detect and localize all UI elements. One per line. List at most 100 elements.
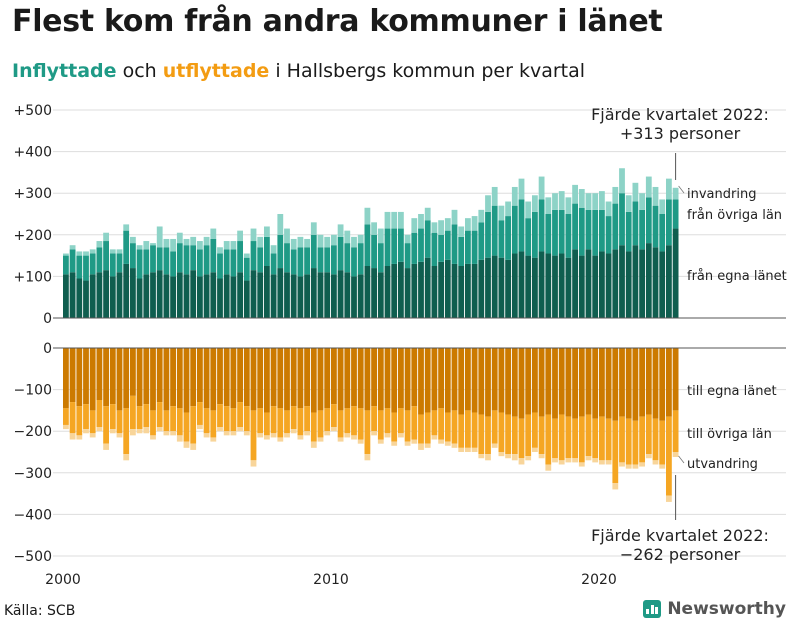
bar-in-immig xyxy=(170,238,176,252)
bar-in-other xyxy=(625,211,632,252)
bar-in-other xyxy=(377,243,384,273)
bar-out-emig xyxy=(170,431,176,436)
bar-out-own xyxy=(471,348,478,413)
bar-in-immig xyxy=(163,238,170,248)
bar-out-own xyxy=(585,348,592,415)
bar-in-own xyxy=(123,263,130,318)
bar-out-own xyxy=(116,348,123,411)
bar-out-other xyxy=(625,418,632,465)
bar-in-immig xyxy=(585,193,592,210)
bar-out-own xyxy=(384,348,391,409)
bar-out-emig xyxy=(532,447,538,452)
bar-in-immig xyxy=(532,195,538,212)
bar-out-other xyxy=(565,416,572,459)
bar-in-own xyxy=(203,274,210,318)
bar-in-other xyxy=(364,224,371,266)
bar-out-other xyxy=(136,406,143,430)
bar-in-own xyxy=(89,274,96,318)
annotation-bottom-line2: −262 personer xyxy=(620,545,741,564)
bar-in-immig xyxy=(357,234,364,244)
bar-out-own xyxy=(337,348,344,411)
bar-out-emig xyxy=(210,437,217,442)
y-tick-label-top: +100 xyxy=(14,269,52,285)
bar-out-emig xyxy=(297,435,304,440)
bar-out-emig xyxy=(230,431,237,436)
bar-in-other xyxy=(585,209,592,250)
bar-in-own xyxy=(532,257,538,318)
bar-out-emig xyxy=(284,433,290,438)
bar-out-other xyxy=(337,410,344,438)
bar-in-immig xyxy=(197,241,203,250)
bar-in-other xyxy=(130,243,136,269)
bar-out-other xyxy=(652,418,659,461)
bar-out-own xyxy=(632,348,639,421)
bar-in-other xyxy=(558,209,565,254)
bar-out-other xyxy=(511,416,518,455)
subtitle-rest: i Hallsbergs kommun per kvartal xyxy=(269,60,586,82)
bar-out-emig xyxy=(270,433,277,438)
bar-in-own xyxy=(498,257,505,318)
bar-in-other xyxy=(203,245,210,275)
bar-out-other xyxy=(351,406,357,436)
bar-out-own xyxy=(625,348,632,419)
bar-in-immig xyxy=(552,193,558,210)
bar-in-immig xyxy=(558,191,565,210)
bar-in-immig xyxy=(123,224,130,231)
bar-out-emig xyxy=(672,452,679,457)
bar-in-own xyxy=(585,249,592,318)
bar-out-own xyxy=(176,348,183,409)
bar-out-own xyxy=(458,348,465,415)
bar-out-own xyxy=(652,348,659,419)
bar-in-immig xyxy=(458,226,465,237)
bar-in-immig xyxy=(270,245,277,254)
bar-in-own xyxy=(639,249,645,318)
bar-out-own xyxy=(431,348,438,411)
bar-in-own xyxy=(652,247,659,318)
bar-out-emig xyxy=(89,433,96,438)
bar-out-own xyxy=(150,348,156,411)
bar-out-own xyxy=(351,348,357,407)
bar-in-other xyxy=(337,236,344,271)
y-tick-label-bottom: 0 xyxy=(43,341,52,357)
bar-in-immig xyxy=(317,234,324,248)
bar-in-own xyxy=(277,268,284,318)
bar-out-emig xyxy=(304,431,310,436)
bar-in-own xyxy=(136,278,143,318)
bar-out-emig xyxy=(190,443,197,450)
bar-in-immig xyxy=(652,186,659,206)
bar-in-immig xyxy=(264,226,270,237)
label-leader-emig xyxy=(678,455,685,464)
x-tick-label: 2020 xyxy=(581,572,617,588)
series-label-in-immig: invandring xyxy=(687,187,756,202)
bar-out-emig xyxy=(109,429,116,434)
bar-out-other xyxy=(270,406,277,434)
bar-out-other xyxy=(418,414,424,444)
y-tick-label-bottom: −100 xyxy=(14,383,52,399)
bar-out-emig xyxy=(538,454,545,459)
bar-in-other xyxy=(485,211,491,258)
bar-out-own xyxy=(424,348,431,413)
subtitle-utflyttade: utflyttade xyxy=(162,60,270,82)
bar-out-emig xyxy=(491,443,498,448)
bar-out-own xyxy=(552,348,558,419)
bar-out-other xyxy=(297,408,304,436)
bar-in-own xyxy=(525,255,532,318)
source-note: Källa: SCB xyxy=(4,603,76,619)
bar-out-emig xyxy=(465,447,471,452)
bar-out-other xyxy=(223,406,230,432)
bar-out-other xyxy=(672,410,679,452)
bar-in-other xyxy=(505,216,511,260)
bar-in-own xyxy=(317,272,324,318)
bar-out-other xyxy=(96,400,103,428)
bar-out-emig xyxy=(411,439,418,444)
bar-in-other xyxy=(63,255,69,275)
bar-out-own xyxy=(357,348,364,409)
bar-in-other xyxy=(438,234,444,262)
bar-in-immig xyxy=(109,249,116,254)
bar-out-own xyxy=(565,348,572,417)
bar-out-emig xyxy=(317,437,324,442)
bar-in-other xyxy=(511,205,518,254)
bar-in-other xyxy=(525,218,532,256)
bar-out-emig xyxy=(485,454,491,461)
bar-out-own xyxy=(250,348,257,411)
